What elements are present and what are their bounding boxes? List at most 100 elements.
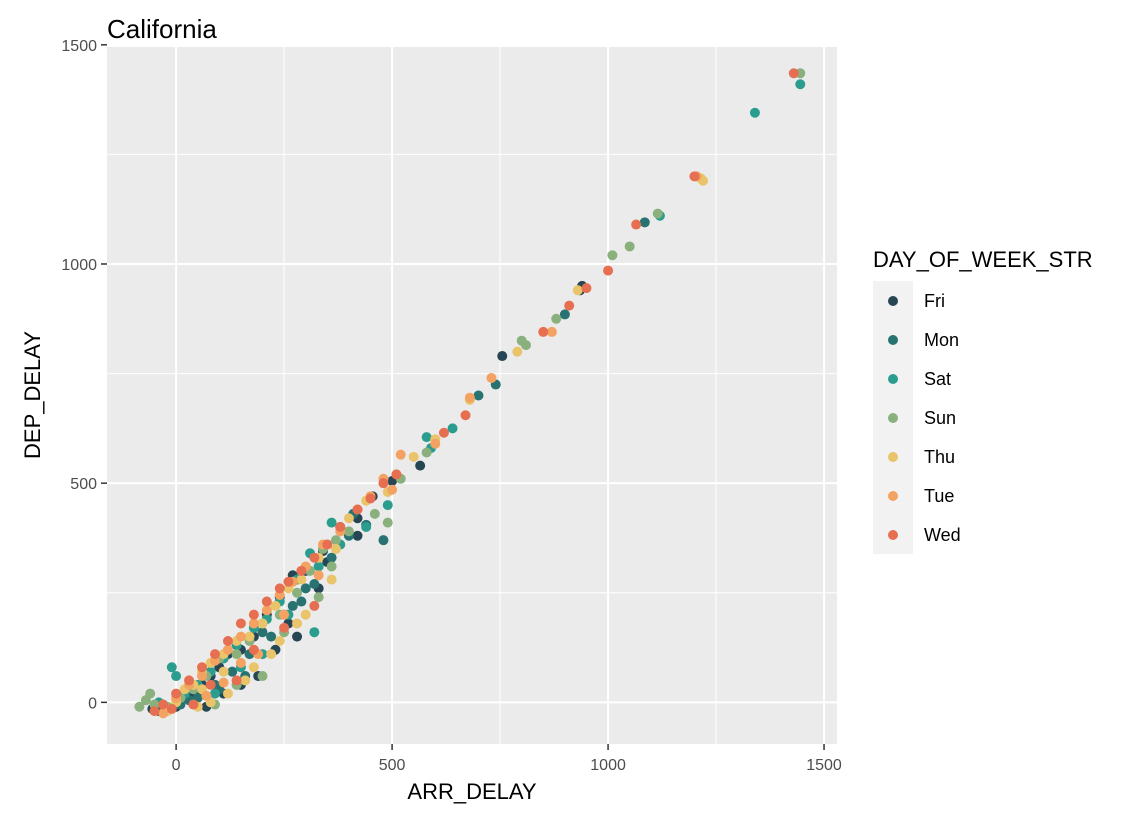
x-tick-label: 0	[172, 757, 181, 774]
data-point	[408, 451, 419, 462]
data-point	[248, 644, 259, 655]
legend-key-sat	[888, 374, 898, 384]
data-point	[283, 576, 294, 587]
x-tick-label: 1000	[590, 757, 626, 774]
data-point	[639, 217, 650, 228]
data-point	[222, 635, 233, 646]
data-point	[231, 675, 242, 686]
legend-key-fri	[888, 296, 898, 306]
legend-label-tue: Tue	[924, 486, 954, 506]
data-point	[559, 309, 570, 320]
data-point	[365, 493, 376, 504]
y-axis-title: DEP_DELAY	[20, 331, 45, 459]
data-point	[326, 574, 337, 585]
chart-title: California	[107, 14, 217, 44]
data-point	[248, 662, 259, 673]
data-point	[231, 649, 242, 660]
data-point	[512, 346, 523, 357]
data-point	[343, 513, 354, 524]
data-point	[497, 351, 508, 362]
legend-key-sun	[888, 413, 898, 423]
data-point	[581, 283, 592, 294]
data-point	[184, 675, 195, 686]
data-point	[218, 677, 229, 688]
data-point	[387, 484, 398, 495]
major-gridlines	[107, 43, 837, 744]
data-point	[415, 460, 426, 471]
y-tick-label: 1000	[61, 257, 97, 274]
data-point	[607, 250, 618, 261]
data-point	[326, 517, 337, 528]
legend: DAY_OF_WEEK_STR Fri Mon Sat Sun Thu Tue Wed	[873, 247, 1093, 554]
data-point	[235, 618, 246, 629]
x-axis-ticks: 0 500 1000 1500	[172, 744, 842, 774]
y-axis-ticks: 0 500 1000 1500	[61, 38, 107, 712]
legend-label-mon: Mon	[924, 330, 959, 350]
data-point	[218, 666, 229, 677]
legend-label-sat: Sat	[924, 369, 951, 389]
data-point	[222, 688, 233, 699]
data-point	[209, 688, 220, 699]
data-point	[257, 671, 268, 682]
data-point	[343, 526, 354, 537]
data-point	[322, 539, 333, 550]
data-point	[395, 449, 406, 460]
data-point	[274, 635, 285, 646]
data-point	[292, 587, 303, 598]
data-point	[330, 535, 341, 546]
data-point	[292, 618, 303, 629]
data-point	[158, 699, 169, 710]
data-point	[313, 592, 324, 603]
data-point	[447, 423, 458, 434]
data-point	[158, 708, 169, 719]
data-point	[171, 688, 182, 699]
data-point	[438, 427, 449, 438]
data-point	[624, 241, 635, 252]
legend-key-tue	[888, 491, 898, 501]
data-point	[421, 447, 432, 458]
data-point	[309, 600, 320, 611]
data-point	[227, 666, 238, 677]
data-point	[473, 390, 484, 401]
y-tick-label: 500	[70, 476, 97, 493]
data-point	[166, 703, 177, 714]
data-point	[279, 609, 290, 620]
legend-label-wed: Wed	[924, 525, 961, 545]
data-point	[248, 609, 259, 620]
data-point	[300, 609, 311, 620]
data-point	[261, 605, 272, 616]
data-point	[145, 688, 156, 699]
data-point	[538, 326, 549, 337]
x-tick-label: 500	[379, 757, 406, 774]
data-point	[572, 285, 583, 296]
data-point	[209, 649, 220, 660]
data-point	[149, 706, 160, 717]
data-point	[551, 313, 562, 324]
data-point	[201, 690, 212, 701]
minor-gridlines	[107, 47, 837, 744]
data-point	[235, 657, 246, 668]
data-point	[652, 208, 663, 219]
data-point	[335, 522, 346, 533]
data-point	[261, 596, 272, 607]
data-point	[520, 340, 531, 351]
data-point	[546, 326, 557, 337]
data-point	[795, 79, 806, 90]
data-point	[248, 618, 259, 629]
series-wed	[149, 68, 799, 717]
data-point	[309, 578, 320, 589]
data-point	[197, 662, 208, 673]
data-point	[382, 500, 393, 511]
x-axis-title: ARR_DELAY	[407, 779, 537, 804]
legend-key-mon	[888, 335, 898, 345]
data-points	[134, 68, 806, 719]
data-point	[197, 671, 208, 682]
data-point	[749, 107, 760, 118]
data-point	[326, 552, 337, 563]
data-point	[205, 679, 216, 690]
data-point	[378, 535, 389, 546]
data-point	[235, 631, 246, 642]
legend-label-fri: Fri	[924, 291, 945, 311]
data-point	[296, 574, 307, 585]
